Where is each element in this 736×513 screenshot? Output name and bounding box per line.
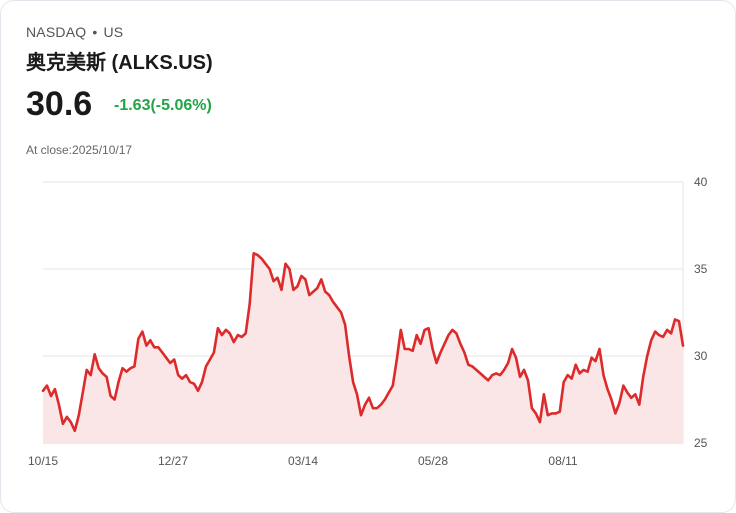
x-tick-label: 05/28	[418, 454, 448, 468]
x-tick-label: 10/15	[28, 454, 58, 468]
exchange-name: NASDAQ	[26, 24, 87, 40]
y-tick-label: 40	[694, 175, 708, 189]
close-date: At close:2025/10/17	[26, 143, 133, 157]
exchange-line: NASDAQ • US	[26, 24, 123, 40]
price-change: -1.63(-5.06%)	[114, 97, 212, 114]
stock-title: 奥克美斯 (ALKS.US)	[26, 52, 213, 74]
y-tick-label: 35	[694, 262, 708, 276]
market-name: US	[103, 24, 124, 40]
y-tick-label: 25	[694, 436, 708, 450]
x-axis-labels: 10/15 12/27 03/14 05/28 08/11	[28, 454, 578, 468]
price-line	[41, 252, 685, 433]
y-tick-label: 30	[694, 349, 708, 363]
separator-dot: •	[92, 24, 98, 40]
y-axis-labels: 25 30 35 40	[694, 175, 708, 450]
x-tick-label: 03/14	[288, 454, 318, 468]
x-tick-label: 12/27	[158, 454, 188, 468]
stock-price: 30.6	[26, 85, 93, 123]
price-area	[43, 253, 683, 443]
x-tick-label: 08/11	[548, 454, 577, 468]
